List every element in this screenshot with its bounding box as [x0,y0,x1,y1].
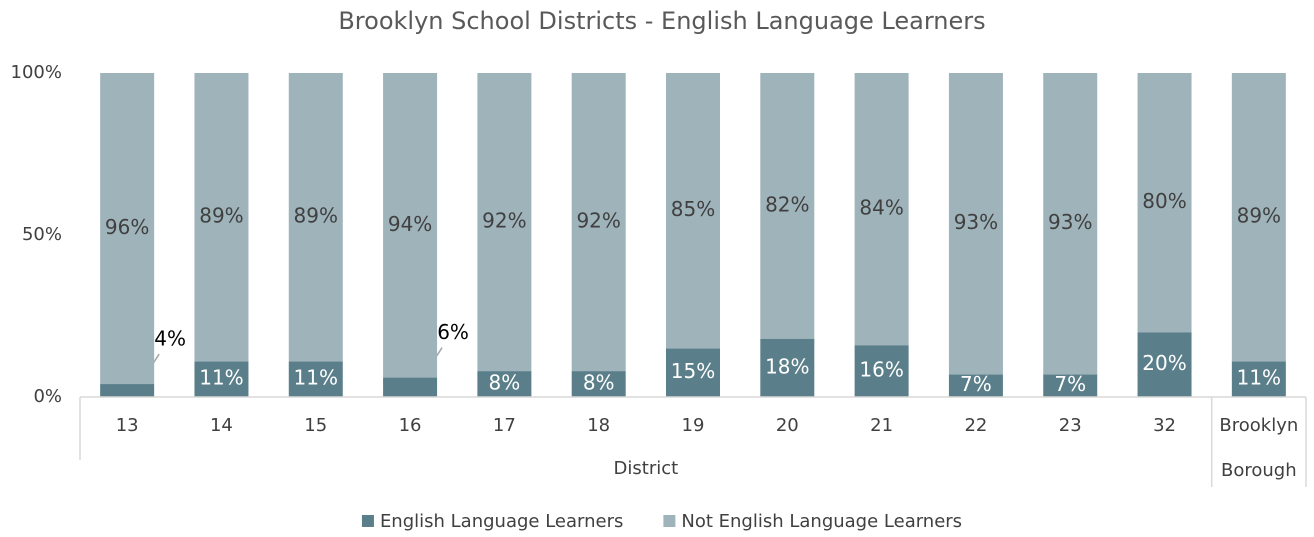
legend: English Language Learners Not English Lan… [361,511,962,532]
data-label: 7% [960,372,992,396]
bar-segment [948,374,1003,397]
data-label: 18% [765,354,809,378]
bar-segment [383,73,438,378]
x-tick-label-box: 19 [681,415,705,436]
bar-segment [948,73,1003,375]
data-label: 89% [294,204,338,228]
legend-label: English Language Learners [380,511,623,532]
bar-segment [571,73,626,372]
x-tick-label: 14 [209,415,233,436]
y-tick-label: 0% [33,386,62,407]
bar-segment [1043,73,1098,375]
x-tick-label: 21 [870,415,894,436]
x-tick-label-box: Brooklyn Borough [1219,415,1299,481]
bar-segment [288,73,343,362]
data-label: 6% [437,320,469,344]
x-tick-label: Brooklyn Borough [1219,415,1299,481]
legend-label: Not English Language Learners [681,511,962,532]
bar-segment [194,361,249,397]
bar-segment [666,348,720,397]
legend-swatch [663,515,676,527]
data-label: 85% [671,197,715,221]
bar-segment [100,73,155,385]
bar-segment [100,384,155,397]
data-label: 94% [388,212,432,236]
data-label: 92% [576,209,620,233]
group-label: District [614,458,679,479]
data-label: 92% [482,209,526,233]
x-tick-label-box: 14 [209,415,233,436]
x-tick-label-box: 17 [492,415,516,436]
data-label: 96% [105,215,149,239]
x-tick-label: 23 [1058,415,1082,436]
data-label: 80% [1142,189,1186,213]
x-tick-label-box: 22 [964,415,988,436]
bar-segment [854,73,909,346]
data-label: 16% [859,358,903,382]
bar-segment [1231,361,1286,397]
bar-segment [760,73,815,339]
y-tick-label: 100% [11,62,62,83]
bar-segment [1231,73,1286,362]
data-label: 82% [765,192,809,216]
bar-segment [854,345,909,397]
data-label: 15% [671,359,715,383]
x-tick-label: 13 [115,415,139,436]
bar-segment [477,371,532,397]
data-label: 8% [583,371,615,395]
data-label: 11% [294,366,338,390]
data-label: 20% [1142,351,1186,375]
bar-segment [383,377,438,397]
bar-segment [194,73,249,362]
legend-swatch [361,515,374,527]
x-tick-label: 19 [681,415,705,436]
x-tick-label-box: 13 [115,415,139,436]
bar-segment [1137,73,1192,333]
data-label: 8% [489,371,521,395]
data-label: 84% [859,196,903,220]
x-tick-label-box: 16 [398,415,422,436]
x-tick-label: 22 [964,415,988,436]
y-tick-label: 50% [22,224,62,245]
x-tick-label-box: 23 [1058,415,1082,436]
data-label: 7% [1054,372,1086,396]
data-label: 4% [154,327,186,351]
x-tick-label-box: 32 [1153,415,1176,436]
x-tick-label: 20 [775,415,799,436]
x-tick-label-box: 18 [587,415,611,436]
bar-segment [1137,332,1192,397]
x-tick-label-box: 15 [304,415,328,436]
bar-segment [288,361,343,397]
data-label: 89% [199,204,243,228]
bar-segment [760,338,815,397]
x-tick-label: 17 [492,415,516,436]
bar-segment [1043,374,1098,397]
x-tick-label: 32 [1153,415,1176,436]
data-label: 11% [1237,366,1281,390]
x-tick-label: 15 [304,415,328,436]
data-label: 93% [954,210,998,234]
chart-title: Brooklyn School Districts - English Lang… [338,7,985,35]
x-tick-label: 18 [587,415,611,436]
data-label: 89% [1237,204,1281,228]
data-label: 11% [199,366,243,390]
data-label: 93% [1048,210,1092,234]
bar-segment [571,371,626,397]
x-tick-label: 16 [398,415,422,436]
x-tick-label-box: 20 [775,415,799,436]
x-tick-label-box: 21 [870,415,894,436]
bar-segment [666,73,720,349]
bar-segment [477,73,532,372]
